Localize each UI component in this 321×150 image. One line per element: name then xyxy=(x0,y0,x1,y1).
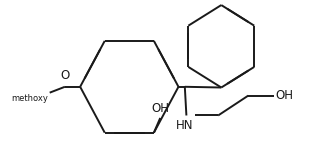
Text: OH: OH xyxy=(275,89,293,102)
Text: OH: OH xyxy=(151,102,169,115)
Text: O: O xyxy=(60,69,70,82)
Text: HN: HN xyxy=(176,119,194,132)
Text: methoxy: methoxy xyxy=(11,94,48,103)
